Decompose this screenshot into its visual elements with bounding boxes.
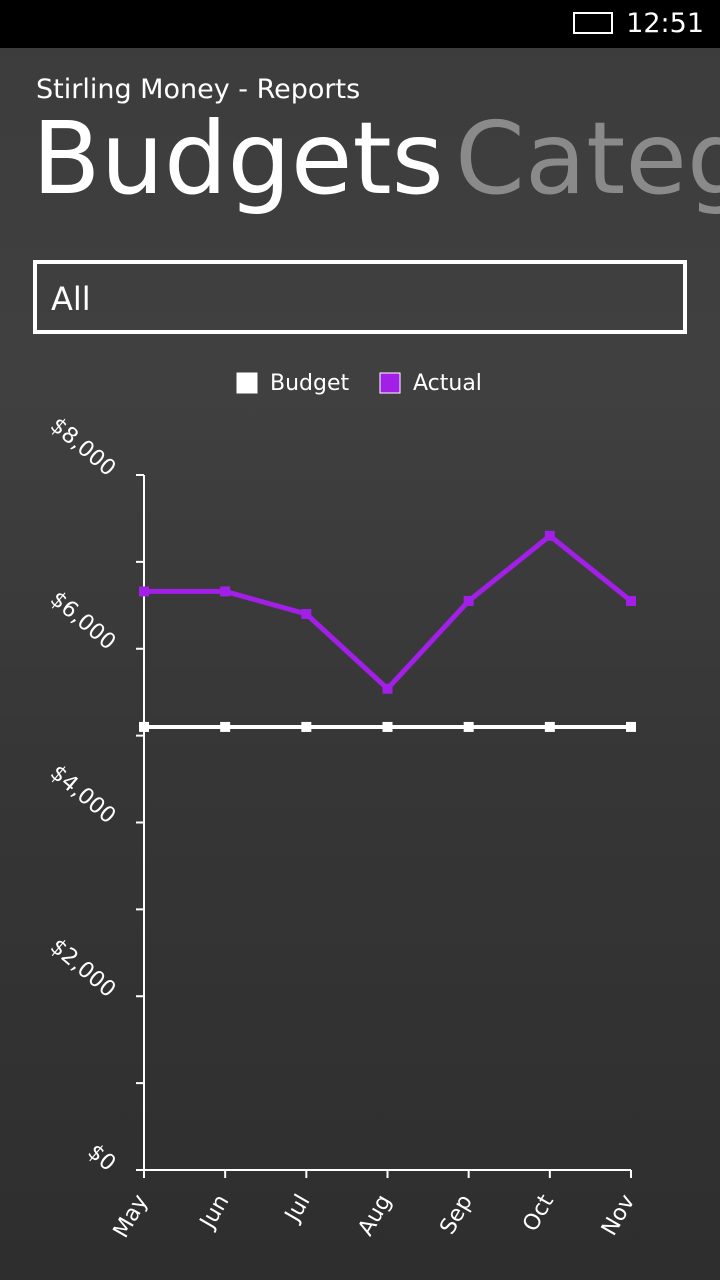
data-point <box>220 721 231 732</box>
legend-label: Budget <box>270 371 350 396</box>
app-title: Stirling Money - Reports <box>36 74 361 105</box>
data-point <box>301 609 312 619</box>
status-bar: 12:51 <box>0 0 720 48</box>
data-point <box>626 721 636 732</box>
x-tick-label: May <box>109 1191 153 1243</box>
data-point <box>544 530 555 541</box>
pivot-header[interactable]: Budgets <box>32 100 444 217</box>
data-point <box>626 595 636 606</box>
y-tick-label: $2,000 <box>45 934 120 1003</box>
x-tick-label: Oct <box>518 1190 559 1236</box>
data-point <box>382 721 393 732</box>
data-point <box>139 721 149 732</box>
legend-swatch <box>379 372 401 394</box>
y-tick-label: $6,000 <box>45 587 120 656</box>
x-tick-label: Jun <box>195 1191 235 1235</box>
battery-icon <box>573 12 613 34</box>
y-tick-label: $4,000 <box>45 760 120 829</box>
data-point <box>220 586 231 597</box>
legend-label: Actual <box>413 371 482 396</box>
x-tick-label: Jul <box>280 1191 316 1228</box>
y-tick-label: $0 <box>83 1139 121 1176</box>
data-point <box>139 586 149 597</box>
data-point <box>463 721 474 732</box>
data-point <box>382 683 393 694</box>
pivot-header[interactable]: Categ <box>455 100 720 217</box>
data-point <box>544 721 555 732</box>
data-point <box>301 721 312 732</box>
x-tick-label: Aug <box>354 1191 397 1241</box>
legend-swatch <box>236 372 258 394</box>
filter-picker[interactable]: All <box>33 260 687 334</box>
data-point <box>463 595 474 606</box>
y-tick-label: $8,000 <box>45 413 120 482</box>
clock: 12:51 <box>626 8 704 39</box>
x-tick-label: Nov <box>597 1191 640 1241</box>
x-tick-label: Sep <box>435 1191 477 1239</box>
series-line <box>144 532 633 693</box>
